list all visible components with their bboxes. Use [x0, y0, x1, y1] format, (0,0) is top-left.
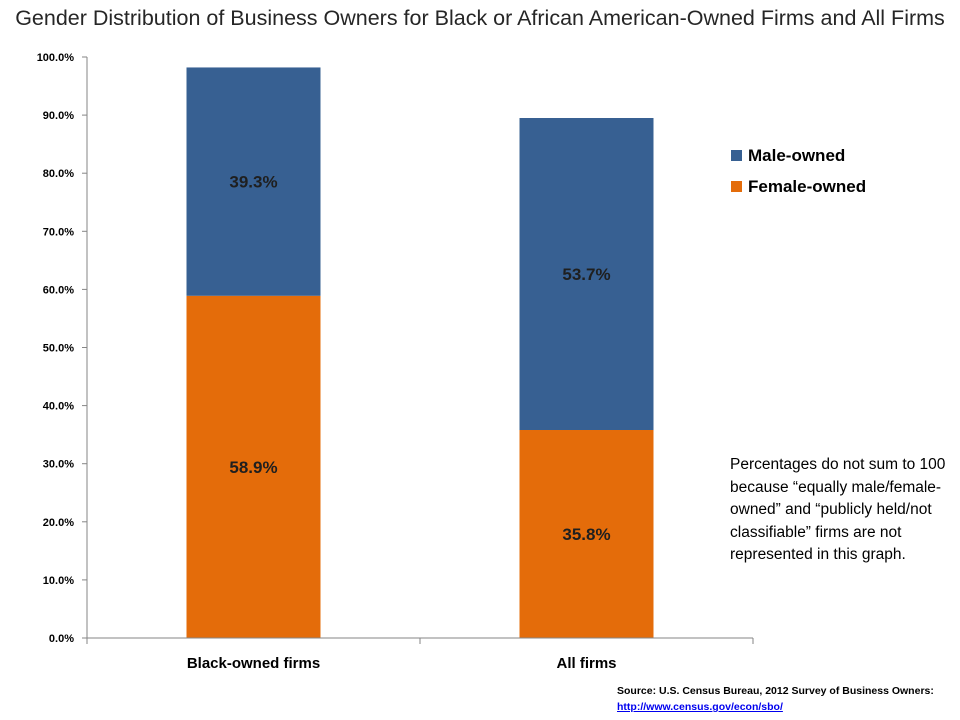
y-tick-label: 0.0%	[49, 633, 74, 645]
y-tick-label: 80.0%	[43, 168, 74, 180]
legend-swatch-male	[731, 150, 742, 161]
y-tick-label: 60.0%	[43, 284, 74, 296]
y-tick-label: 90.0%	[43, 110, 74, 122]
y-tick-label: 50.0%	[43, 343, 74, 355]
y-tick-label: 40.0%	[43, 401, 74, 413]
chart-title: Gender Distribution of Business Owners f…	[15, 6, 945, 30]
source-citation: Source: U.S. Census Bureau, 2012 Survey …	[617, 683, 960, 715]
y-tick-label: 30.0%	[43, 459, 74, 471]
female-owned-bar	[519, 430, 654, 638]
data-label: 39.3%	[229, 173, 277, 192]
source-text: Source: U.S. Census Bureau, 2012 Survey …	[617, 685, 934, 697]
legend-swatch-female	[731, 181, 742, 192]
legend-item-female: Female-owned	[731, 171, 866, 202]
male-owned-bar	[519, 118, 654, 431]
y-tick-label: 20.0%	[43, 517, 74, 529]
legend-item-male: Male-owned	[731, 140, 866, 171]
chart-note: Percentages do not sum to 100 because “e…	[730, 456, 946, 563]
legend-label-female: Female-owned	[748, 176, 867, 196]
chart-legend: Male-owned Female-owned	[731, 140, 866, 202]
x-category-label: All firms	[556, 655, 616, 672]
x-category-label: Black-owned firms	[187, 655, 320, 672]
y-tick-label: 70.0%	[43, 226, 74, 238]
data-label: 58.9%	[229, 458, 277, 477]
data-label: 53.7%	[562, 265, 610, 284]
y-tick-label: 10.0%	[43, 575, 74, 587]
data-label: 35.8%	[562, 525, 610, 544]
source-link[interactable]: http://www.census.gov/econ/sbo/	[617, 701, 783, 713]
y-tick-label: 100.0%	[37, 52, 75, 64]
female-owned-bar	[186, 295, 321, 638]
legend-label-male: Male-owned	[748, 145, 846, 165]
male-owned-bar	[186, 67, 321, 296]
